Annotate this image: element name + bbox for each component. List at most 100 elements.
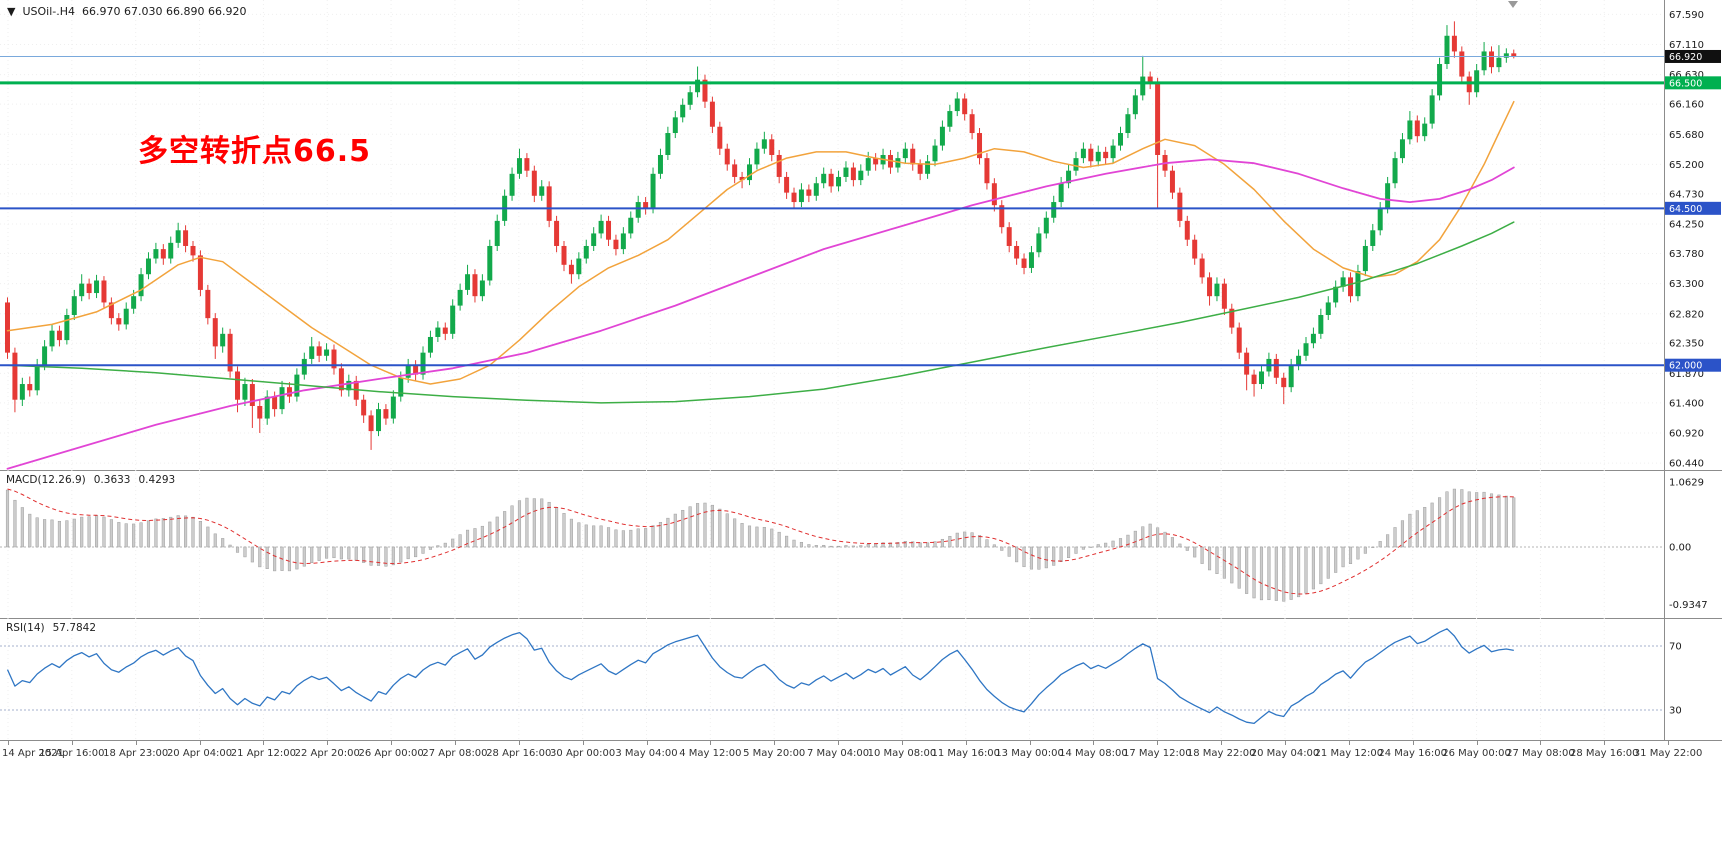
candle-bull xyxy=(747,164,752,181)
macd-histogram-bar xyxy=(1245,546,1249,594)
macd-histogram-bar xyxy=(5,489,10,548)
time-label: 20 May 04:00 xyxy=(1250,748,1320,759)
macd-histogram-bar xyxy=(1460,489,1464,548)
time-tick xyxy=(582,741,584,745)
macd-histogram-bar xyxy=(1311,546,1315,590)
macd-histogram-bar xyxy=(1163,531,1167,548)
candle-bear xyxy=(732,164,738,177)
candle-bull xyxy=(427,336,433,353)
time-label: 5 May 20:00 xyxy=(743,748,806,759)
chart-shift-marker-icon[interactable] xyxy=(1508,1,1518,8)
macd-histogram-bar xyxy=(1452,488,1456,548)
chart-ohlc: 66.970 67.030 66.890 66.920 xyxy=(82,5,247,18)
candle-bull xyxy=(145,258,151,275)
macd-histogram-bar xyxy=(1081,546,1085,550)
candle-bear xyxy=(5,302,10,353)
macd-histogram-bar xyxy=(1386,534,1390,548)
price-tag-label: 66.920 xyxy=(1669,52,1702,63)
price-tick-label: 66.630 xyxy=(1669,70,1704,81)
candle-bear xyxy=(101,280,107,303)
candle-bull xyxy=(1118,133,1123,146)
macd-histogram-bar xyxy=(310,546,314,564)
candle-bull xyxy=(1303,343,1309,356)
symbol-marker-icon: ▼ xyxy=(7,5,16,18)
macd-histogram-bar xyxy=(1326,546,1330,579)
time-tick xyxy=(454,741,456,745)
time-axis[interactable]: 14 Apr 2021 15 Apr 16:00 18 Apr 23:00 20 Ap… xyxy=(0,740,1722,769)
candle-bear xyxy=(999,205,1005,228)
macd-histogram-bar xyxy=(799,541,803,548)
macd-histogram-bar xyxy=(428,546,432,550)
rsi-value: 57.7842 xyxy=(52,622,97,634)
candle-bull xyxy=(19,384,25,400)
macd-histogram-bar xyxy=(1356,546,1360,560)
macd-histogram-bar xyxy=(1282,546,1286,602)
macd-histogram-bar xyxy=(198,521,202,548)
rsi-canvas[interactable]: 70 30 xyxy=(0,618,1722,740)
macd-histogram-bar xyxy=(866,544,870,548)
candle-bull xyxy=(1325,302,1331,316)
candle-bull xyxy=(34,365,40,391)
candle-bull xyxy=(695,79,701,93)
macd-histogram-bar xyxy=(495,516,499,548)
candle-bull xyxy=(650,173,656,209)
macd-value-main: 0.3633 xyxy=(93,474,131,486)
macd-histogram-bar xyxy=(1415,510,1419,548)
candle-bull xyxy=(1355,271,1361,297)
candle-bull xyxy=(1296,355,1302,366)
macd-histogram-bar xyxy=(243,546,247,558)
macd-histogram-bar xyxy=(644,528,648,548)
candle-bull xyxy=(939,126,945,146)
macd-histogram-bar xyxy=(503,511,507,548)
price-tick-label: 62.820 xyxy=(1669,309,1704,320)
main-chart-canvas[interactable]: 67.590 67.110 66.630 66.160 65.680 65.200 64.7… xyxy=(0,0,1722,470)
candle-bear xyxy=(1244,352,1250,375)
candle-bear xyxy=(991,183,997,206)
macd-histogram-bar xyxy=(72,518,76,548)
candle-bull xyxy=(598,220,604,234)
ma-fast-line[interactable] xyxy=(6,100,1515,385)
candle-bear xyxy=(249,384,255,406)
candle-bear xyxy=(183,230,189,246)
candle-bull xyxy=(1362,245,1368,272)
macd-histogram-bar xyxy=(132,523,136,548)
candle-bear xyxy=(1147,76,1153,83)
macd-histogram-bar xyxy=(1274,546,1278,601)
macd-histogram-bar xyxy=(65,520,69,548)
candle-bull xyxy=(42,346,48,366)
macd-histogram-bar xyxy=(555,507,559,548)
candle-bear xyxy=(1221,283,1227,309)
macd-histogram-bar xyxy=(1044,546,1048,569)
candle-bear xyxy=(227,333,233,372)
time-label: 31 May 22:00 xyxy=(1633,748,1703,759)
candle-bear xyxy=(709,101,715,127)
macd-histogram-bar xyxy=(547,501,551,548)
macd-histogram-bar xyxy=(629,529,633,548)
macd-histogram-bar xyxy=(35,517,39,548)
macd-histogram-bar xyxy=(169,516,173,548)
macd-histogram-bar xyxy=(1482,491,1486,548)
macd-histogram-bar xyxy=(792,539,796,548)
ma-mid-line[interactable] xyxy=(6,158,1515,470)
price-tag-label: 62.000 xyxy=(1669,361,1702,372)
time-label: 28 May 16:00 xyxy=(1569,748,1639,759)
candle-bull xyxy=(450,305,456,334)
candle-bear xyxy=(873,158,879,165)
macd-histogram-bar xyxy=(770,528,774,548)
macd-histogram-bar xyxy=(1007,546,1011,557)
candle-bull xyxy=(220,333,226,347)
macd-histogram-bar xyxy=(1022,546,1026,568)
macd-label: MACD(12.26.9) xyxy=(6,474,86,486)
macd-panel: 1.0629 0.00 -0.9347 MACD(12.26.9) 0.3633 0.4… xyxy=(0,470,1722,618)
macd-histogram-bar xyxy=(651,525,655,548)
macd-canvas[interactable]: 1.0629 0.00 -0.9347 xyxy=(0,470,1722,618)
candle-bull xyxy=(680,104,686,118)
macd-histogram-bar xyxy=(1015,546,1019,563)
macd-histogram-bar xyxy=(1096,544,1100,548)
candle-bull xyxy=(301,358,307,375)
candle-bull xyxy=(324,349,330,356)
candle-bear xyxy=(1251,374,1257,385)
ma-slow-line[interactable] xyxy=(6,221,1515,404)
candle-bear xyxy=(1103,151,1109,159)
macd-histogram-bar xyxy=(1289,546,1293,600)
